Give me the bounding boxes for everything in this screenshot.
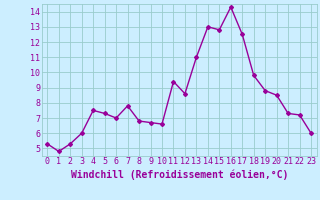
X-axis label: Windchill (Refroidissement éolien,°C): Windchill (Refroidissement éolien,°C) xyxy=(70,169,288,180)
